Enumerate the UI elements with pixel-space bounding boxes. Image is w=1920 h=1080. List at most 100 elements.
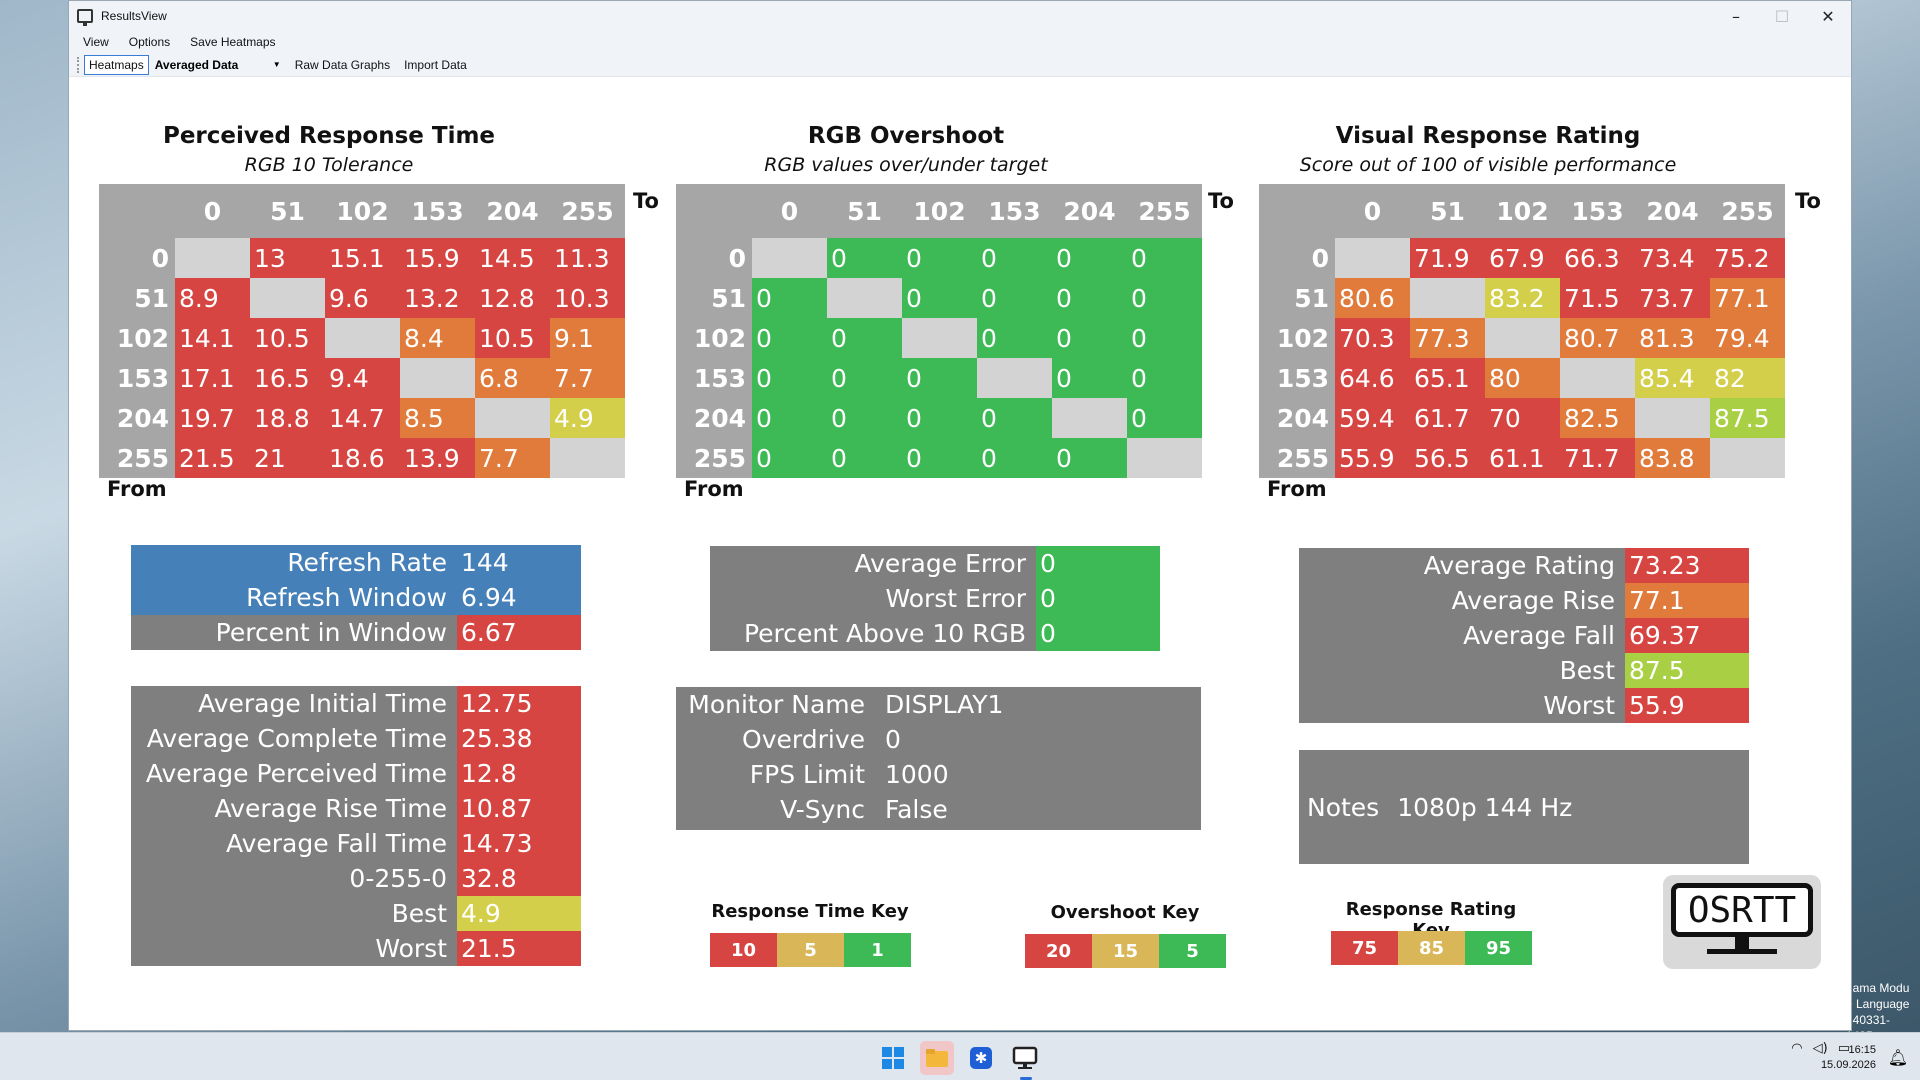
close-button[interactable]: ✕ (1821, 6, 1835, 26)
notification-bell-icon[interactable]: 🔔︎ (1887, 1048, 1908, 1067)
file-explorer-icon[interactable] (920, 1041, 954, 1075)
avg-rise-rating-label: Average Rise (1451, 586, 1615, 615)
system-tray: ◠ ◁) ▭ (1791, 1041, 1860, 1056)
heatmap-row-header: 0 (151, 243, 169, 273)
app-star-icon[interactable]: ✱ (964, 1041, 998, 1075)
heatmap-cell: 13.2 (400, 278, 475, 318)
worst-time-value: 21.5 (457, 931, 581, 966)
heatmap-cell: 82 (1710, 358, 1785, 398)
percent-window-row: Percent in Window 6.67 (131, 615, 581, 650)
heatmap-cell: 0 (752, 318, 827, 358)
heatmap-row-header: 51 (711, 283, 746, 313)
avg-fall-value: 14.73 (457, 826, 581, 861)
refresh-rate-row: Refresh Rate 144 (131, 545, 581, 580)
heatmap-row-header: 51 (134, 283, 169, 313)
perceived-subtitle: RGB 10 Tolerance (244, 154, 414, 176)
heatmap-cell (325, 318, 400, 358)
wifi-icon[interactable]: ◠ (1791, 1041, 1803, 1056)
pct-above-label: Percent Above 10 RGB (743, 619, 1026, 648)
heatmap-cell: 85.4 (1635, 358, 1710, 398)
osrtt-logo-text: OSRTT (1671, 883, 1813, 937)
minimize-button[interactable]: – (1732, 6, 1740, 26)
monitor-info-box: Monitor Name DISPLAY1 Overdrive 0 FPS Limi… (676, 687, 1201, 830)
heatmap-cell: 0 (1052, 278, 1127, 318)
heatmap-cell: 56.5 (1410, 438, 1485, 478)
osrtt-app-icon[interactable] (1008, 1041, 1042, 1075)
rating-title: Visual Response Rating (1335, 123, 1641, 149)
windows-start-icon[interactable] (876, 1041, 910, 1075)
refresh-window-value: 6.94 (461, 583, 517, 612)
heatmap-cell: 0 (977, 278, 1052, 318)
raw-data-graphs-button[interactable]: Raw Data Graphs (294, 57, 391, 72)
heatmap-cell: 73.7 (1635, 278, 1710, 318)
heatmap-row-header: 0 (728, 243, 746, 273)
time-stats-box: Average Initial Time 12.75 Average Comple… (131, 686, 581, 966)
rating-stats-box: Average Rating 73.23 Average Rise 77.1 Ave… (1299, 548, 1749, 723)
heatmaps-button[interactable]: Heatmaps (84, 54, 149, 75)
window-title: ResultsView (101, 9, 167, 23)
heatmap-cell: 65.1 (1410, 358, 1485, 398)
heatmap-row-header: 204 (116, 403, 169, 433)
worst-rating-value: 55.9 (1625, 688, 1749, 723)
heatmap-cell: 0 (977, 398, 1052, 438)
clock[interactable]: 16:15 15.09.2026 (1821, 1043, 1876, 1073)
toolbar-grip[interactable] (77, 56, 81, 73)
heatmap-cell: 81.3 (1635, 318, 1710, 358)
heatmap-cell (1052, 398, 1127, 438)
overshoot-key-yellow: 15 (1092, 934, 1159, 968)
heatmap-cell: 71.7 (1560, 438, 1635, 478)
heatmap-cell: 0 (752, 278, 827, 318)
menu-options[interactable]: Options (128, 35, 171, 49)
heatmap-cell: 82.5 (1560, 398, 1635, 438)
avg-complete-label: Average Complete Time (146, 724, 447, 753)
heatmap-row-header: 255 (693, 443, 746, 473)
avg-fall-rating-value: 69.37 (1625, 618, 1749, 653)
response-key-yellow: 5 (777, 933, 844, 967)
heatmap-col-header: 51 (847, 196, 882, 226)
response-key-red: 10 (710, 933, 777, 967)
pct-above-value: 0 (1036, 616, 1160, 651)
heatmap-cell: 73.4 (1635, 238, 1710, 278)
heatmap-cell: 14.1 (175, 318, 250, 358)
heatmap-cell (902, 318, 977, 358)
worst-error-value: 0 (1036, 581, 1160, 616)
heatmap-cell: 12.8 (475, 278, 550, 318)
heatmap-cell (175, 238, 250, 278)
heatmap-col-header: 102 (1496, 196, 1549, 226)
heatmap-cell (1635, 398, 1710, 438)
rating-key-red: 75 (1331, 931, 1398, 965)
volume-icon[interactable]: ◁) (1812, 1041, 1828, 1056)
heatmap-cell: 15.1 (325, 238, 400, 278)
taskbar: ✱ ◠ ◁) ▭ 16:15 15.09.2026 🔔︎ (0, 1032, 1920, 1080)
heatmap-cell: 66.3 (1560, 238, 1635, 278)
battery-icon[interactable]: ▭ (1837, 1041, 1850, 1056)
avg-perceived-label: Average Perceived Time (145, 759, 447, 788)
heatmap-cell: 80.7 (1560, 318, 1635, 358)
menu-view[interactable]: View (83, 35, 109, 49)
heatmap-cell: 79.4 (1710, 318, 1785, 358)
avg-fall-label: Average Fall Time (225, 829, 447, 858)
heatmap-cell: 16.5 (250, 358, 325, 398)
heatmap-cell: 0 (1052, 238, 1127, 278)
heatmap-cell: 0 (752, 358, 827, 398)
heatmap-cell (1335, 238, 1410, 278)
error-stats-box: Average Error 0 Worst Error 0 Percent Abov… (710, 546, 1160, 651)
import-data-button[interactable]: Import Data (404, 57, 467, 72)
heatmap-col-header: 51 (270, 196, 305, 226)
avg-fall-rating-label: Average Fall (1463, 621, 1615, 650)
best-time-value: 4.9 (457, 896, 581, 931)
maximize-button[interactable]: ☐ (1774, 6, 1790, 26)
menu-save-heatmaps[interactable]: Save Heatmaps (190, 35, 276, 49)
worst-time-label: Worst (375, 934, 447, 963)
averaged-data-select[interactable]: Averaged Data ▼ (155, 58, 281, 72)
avg-rise-rating-value: 77.1 (1625, 583, 1749, 618)
overshoot-key-red: 20 (1025, 934, 1092, 968)
heatmap-cell: 59.4 (1335, 398, 1410, 438)
avg-initial-value: 12.75 (457, 686, 581, 721)
heatmap-col-header: 102 (336, 196, 389, 226)
response-key: 10 5 1 (710, 933, 911, 967)
heatmap-row-header: 102 (693, 323, 746, 353)
heatmap-cell: 61.1 (1485, 438, 1560, 478)
heatmap-cell: 0 (1127, 398, 1202, 438)
heatmap-col-header: 102 (913, 196, 966, 226)
